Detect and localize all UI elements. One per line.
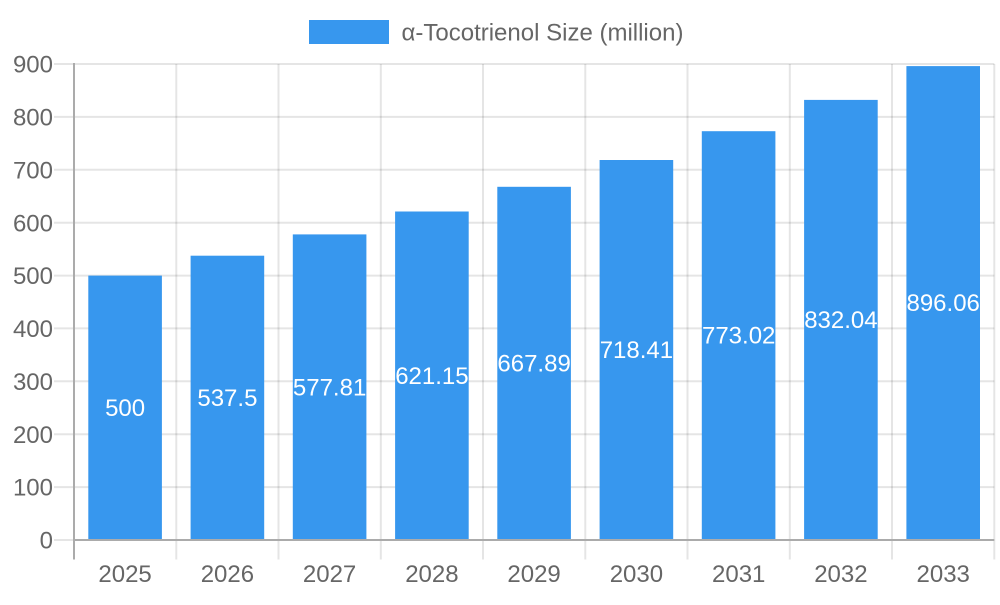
svg-text:900: 900: [13, 52, 53, 79]
svg-text:832.04: 832.04: [804, 307, 877, 334]
svg-text:2031: 2031: [712, 561, 765, 588]
svg-text:667.89: 667.89: [497, 351, 570, 378]
svg-text:537.5: 537.5: [197, 385, 257, 412]
svg-text:2027: 2027: [303, 561, 356, 588]
svg-text:2032: 2032: [814, 561, 867, 588]
svg-text:2028: 2028: [405, 561, 458, 588]
svg-text:2026: 2026: [201, 561, 254, 588]
svg-text:2025: 2025: [98, 561, 151, 588]
svg-text:577.81: 577.81: [293, 374, 366, 401]
svg-text:773.02: 773.02: [702, 323, 775, 350]
svg-text:500: 500: [105, 395, 145, 422]
svg-text:100: 100: [13, 475, 53, 502]
svg-text:600: 600: [13, 210, 53, 237]
svg-text:700: 700: [13, 157, 53, 184]
svg-text:718.41: 718.41: [600, 337, 673, 364]
svg-text:200: 200: [13, 422, 53, 449]
svg-text:896.06: 896.06: [906, 290, 979, 317]
svg-text:621.15: 621.15: [395, 363, 468, 390]
svg-text:0: 0: [40, 528, 53, 555]
svg-text:2033: 2033: [917, 561, 970, 588]
svg-text:800: 800: [13, 105, 53, 132]
svg-text:2029: 2029: [507, 561, 560, 588]
svg-text:α-Tocotrienol Size (million): α-Tocotrienol Size (million): [402, 20, 684, 47]
svg-text:300: 300: [13, 369, 53, 396]
svg-text:400: 400: [13, 316, 53, 343]
svg-text:2030: 2030: [610, 561, 663, 588]
svg-text:500: 500: [13, 263, 53, 290]
